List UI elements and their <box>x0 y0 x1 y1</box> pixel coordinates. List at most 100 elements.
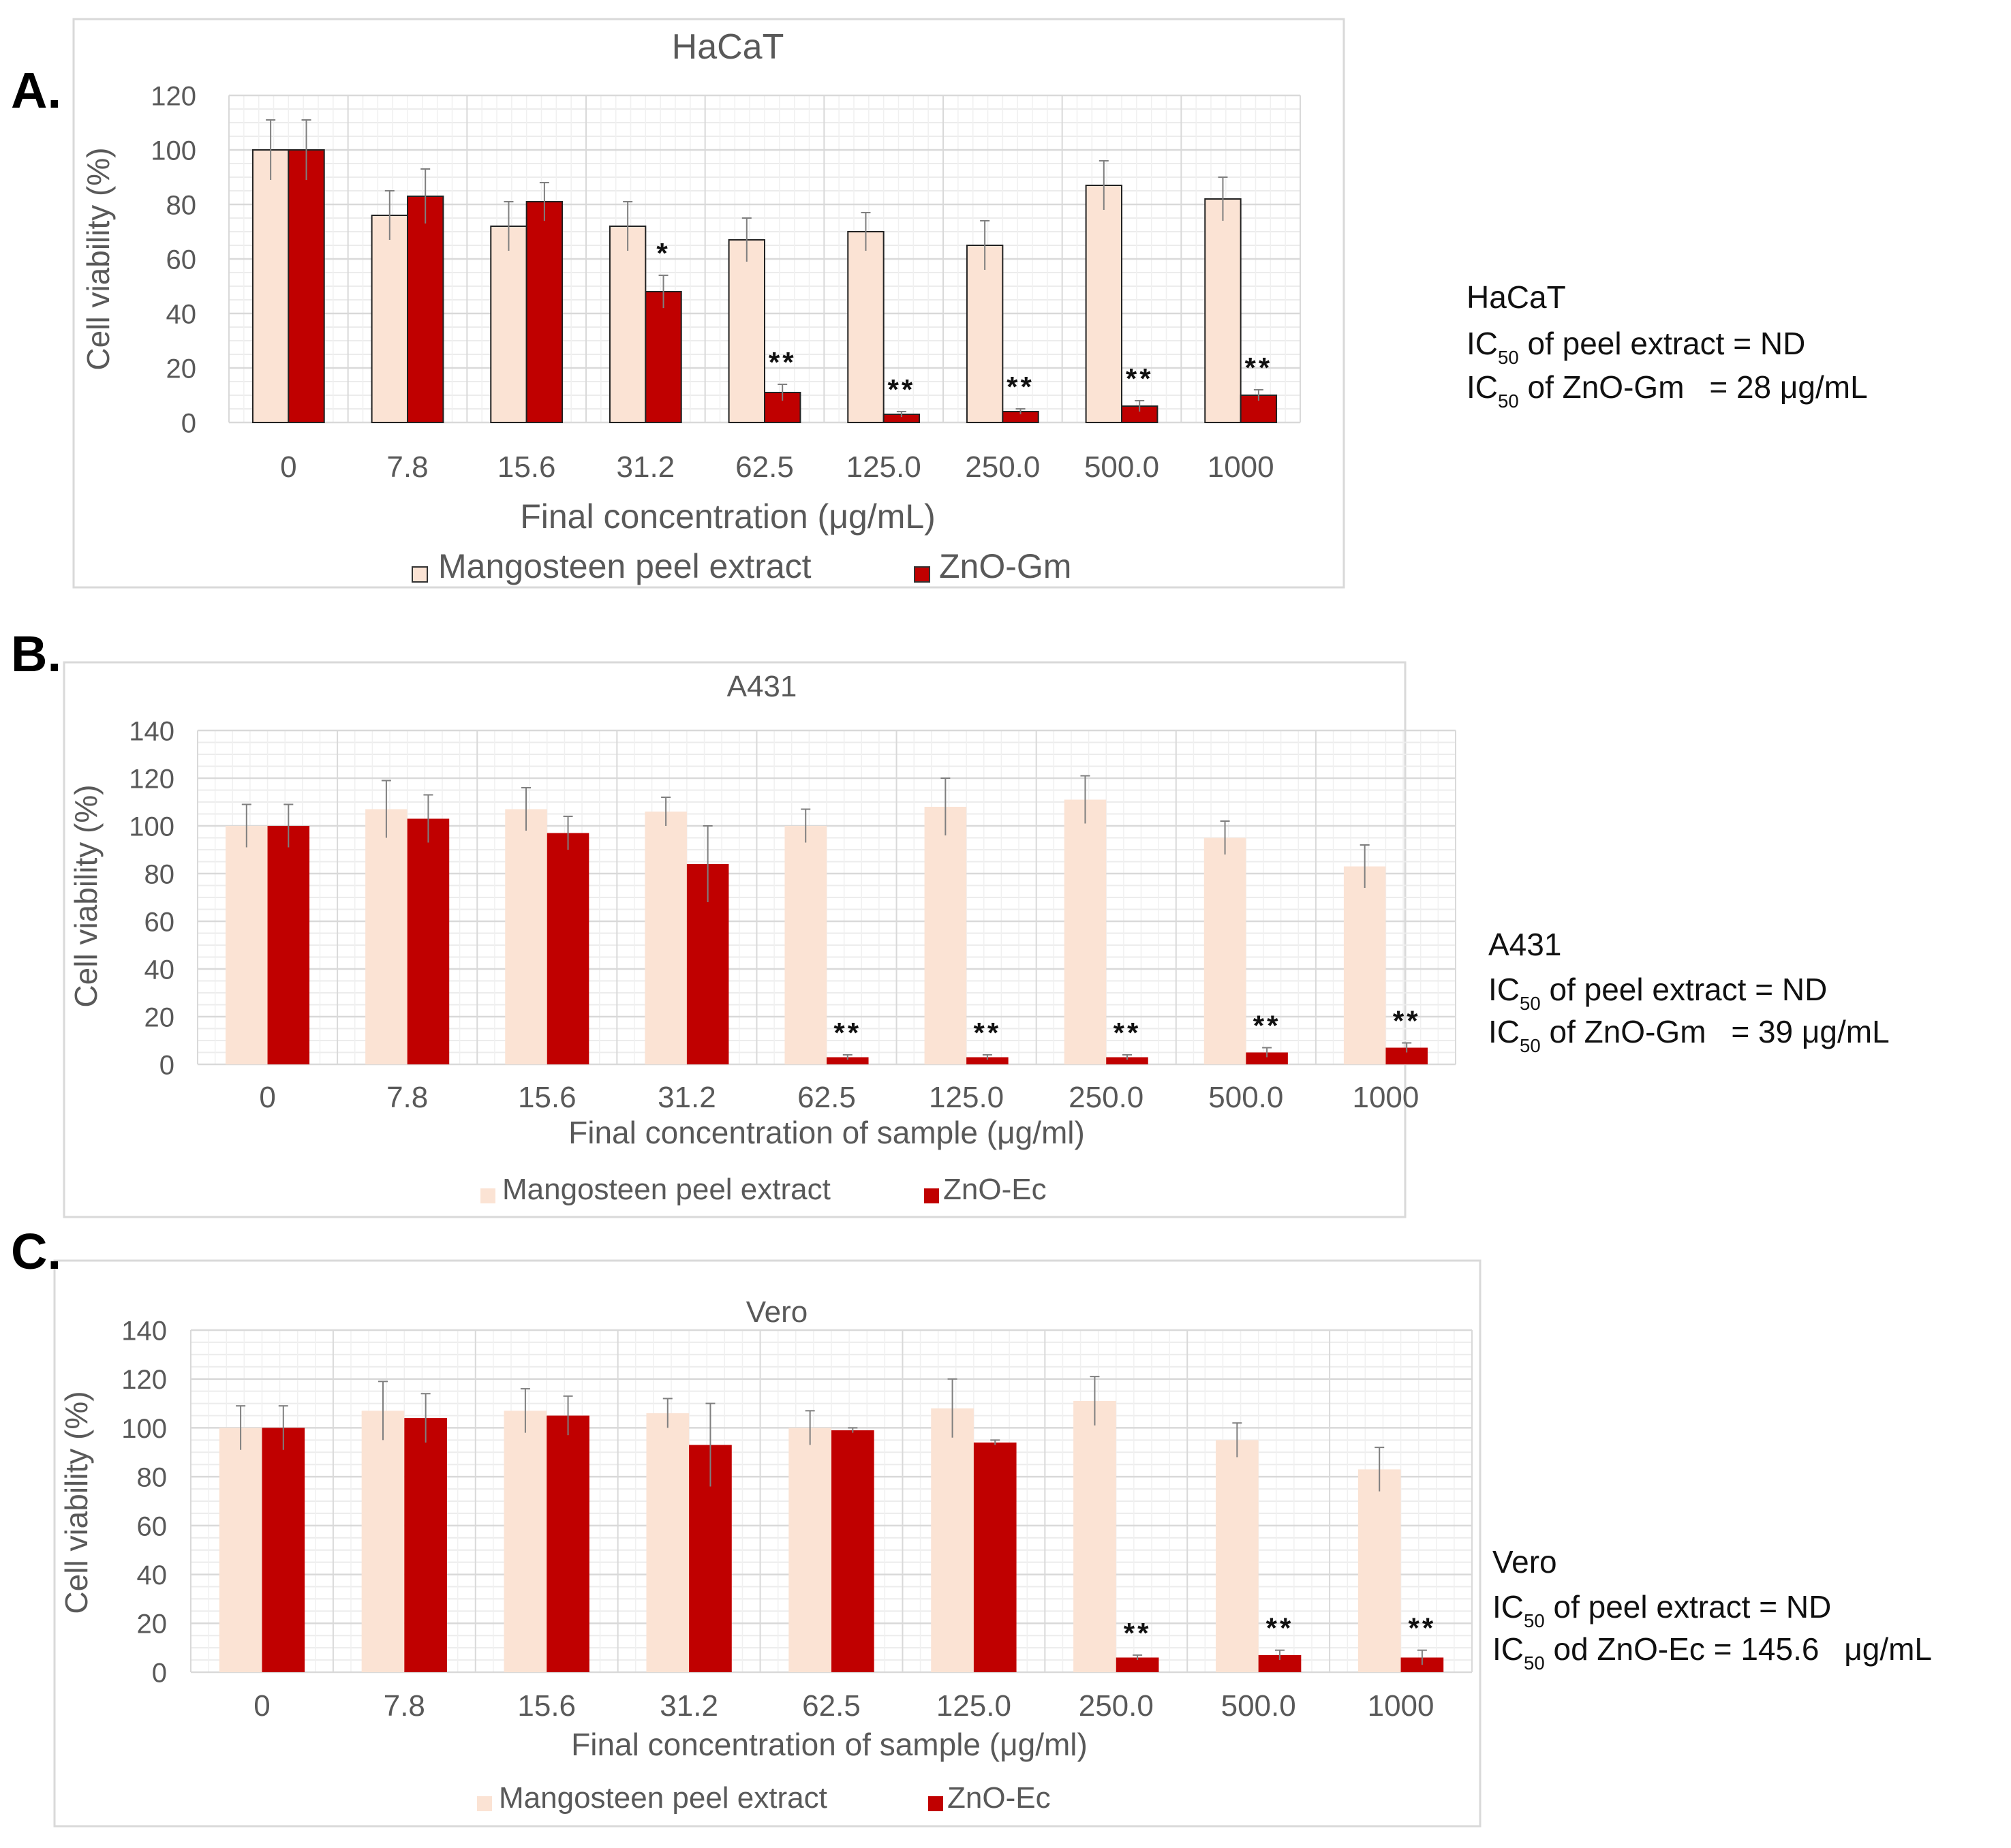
ic50-label: IC <box>1488 972 1520 1007</box>
significance-marker: * <box>656 237 670 269</box>
panel-label: A. <box>11 62 61 119</box>
bar-mangosteen-peel-extract-250.0 <box>1073 1400 1116 1672</box>
x-tick-label: 7.8 <box>386 1081 428 1114</box>
y-axis-label: Cell viability (%) <box>59 1391 94 1614</box>
bar-mangosteen-peel-extract-7.8 <box>361 1411 405 1672</box>
bar-mangosteen-peel-extract-1000 <box>1204 198 1242 423</box>
bar-mangosteen-peel-extract-31.2 <box>609 226 647 423</box>
x-tick-label: 125.0 <box>936 1689 1011 1723</box>
significance-marker: ** <box>974 1017 1002 1049</box>
x-tick-label: 1000 <box>1352 1081 1419 1114</box>
ic50-label: IC <box>1488 1014 1520 1049</box>
bar-mangosteen-peel-extract-31.2 <box>646 1413 690 1672</box>
ic50-subscript: 50 <box>1498 390 1519 412</box>
bar-zno-ec-7.8 <box>404 1418 447 1672</box>
note-ic50-line-1: IC50 of peel extract = ND <box>1488 972 1827 1014</box>
chart-frame <box>63 661 1407 1218</box>
y-tick-label: 120 <box>129 764 174 794</box>
ic50-text: of peel extract = ND <box>1519 326 1806 361</box>
bar-mangosteen-peel-extract-500.0 <box>1216 1440 1259 1672</box>
y-tick-label: 120 <box>121 1365 167 1395</box>
x-tick-label: 125.0 <box>846 450 921 484</box>
legend-swatch-zno <box>914 566 930 583</box>
bar-zno-gm-7.8 <box>407 196 444 423</box>
y-tick-label: 0 <box>181 408 196 438</box>
bar-mangosteen-peel-extract-0 <box>219 1428 262 1672</box>
legend-swatch-zno <box>924 1188 939 1203</box>
ic50-value: μg/mL <box>1844 1631 1932 1667</box>
x-tick-label: 15.6 <box>497 450 556 484</box>
significance-marker: ** <box>1124 1617 1152 1649</box>
legend-label-extract: Mangosteen peel extract <box>499 1781 827 1815</box>
ic50-subscript: 50 <box>1520 993 1541 1014</box>
bar-zno-ec-0 <box>267 826 310 1064</box>
y-tick-label: 120 <box>151 81 196 111</box>
significance-marker: ** <box>1266 1612 1294 1644</box>
y-tick-label: 20 <box>166 354 197 384</box>
y-tick-label: 140 <box>129 716 174 746</box>
note-ic50-line-1: IC50 of peel extract = ND <box>1492 1589 1831 1631</box>
panel-vero: 0 20 40 60 80 100 120 140 0 7.8 15.6 31.2 62.5 125.0 *… <box>11 1223 1932 1828</box>
y-tick-label: 0 <box>152 1658 167 1688</box>
bar-mangosteen-peel-extract-15.6 <box>490 226 527 423</box>
y-tick-label: 100 <box>151 136 196 166</box>
x-tick-label: 62.5 <box>735 450 794 484</box>
bar-zno-ec-62.5 <box>831 1430 874 1672</box>
y-tick-label: 100 <box>129 812 174 842</box>
panel-hacat: 0 20 40 60 80 100 120 0 7.8 15.6 * 31.2 ** 62.5 ** 125.… <box>11 18 1868 589</box>
legend-swatch-extract <box>480 1188 495 1203</box>
y-tick-label: 20 <box>137 1610 168 1639</box>
x-tick-label: 7.8 <box>386 450 428 484</box>
ic50-subscript: 50 <box>1524 1652 1545 1674</box>
x-axis-label: Final concentration (μg/mL) <box>520 497 936 536</box>
bar-mangosteen-peel-extract-125.0 <box>931 1408 974 1672</box>
legend: Mangosteen peel extract ZnO-Ec <box>480 1173 1047 1206</box>
significance-marker: ** <box>1253 1010 1281 1042</box>
significance-marker: ** <box>1126 363 1154 395</box>
bar-mangosteen-peel-extract-1000 <box>1343 866 1386 1064</box>
ic50-subscript: 50 <box>1520 1035 1541 1056</box>
x-tick-label: 250.0 <box>965 450 1040 484</box>
bar-zno-ec-500.0 <box>1246 1052 1288 1064</box>
bar-zno-ec-125.0 <box>966 1057 1009 1064</box>
bar-mangosteen-peel-extract-1000 <box>1357 1469 1401 1672</box>
note-ic50-line-2: IC50 od ZnO-Ec = 145.6 μg/mL <box>1492 1631 1932 1674</box>
legend-label-zno: ZnO-Gm <box>939 547 1071 585</box>
ic50-subscript: 50 <box>1498 347 1519 368</box>
y-tick-label: 40 <box>137 1560 168 1590</box>
y-tick-label: 100 <box>121 1414 167 1444</box>
ic50-text: of peel extract = ND <box>1541 972 1828 1007</box>
panel-label: B. <box>11 626 61 682</box>
bar-mangosteen-peel-extract-250.0 <box>966 245 1004 423</box>
note-cell-line: A431 <box>1488 927 1561 962</box>
significance-marker: ** <box>1393 1005 1421 1037</box>
bar-mangosteen-peel-extract-500.0 <box>1203 837 1246 1064</box>
panel-a431: 0 20 40 60 80 100 120 140 0 7.8 15.6 31.2 ** 62.5 ** 12… <box>11 626 1890 1218</box>
bar-mangosteen-peel-extract-62.5 <box>728 239 765 423</box>
significance-marker: ** <box>833 1017 861 1049</box>
ic50-subscript: 50 <box>1524 1610 1545 1631</box>
ic50-value: = 28 μg/mL <box>1709 369 1867 405</box>
note-ic50-line-2: IC50 of ZnO-Gm = 39 μg/mL <box>1488 1014 1890 1056</box>
y-axis-label: Cell viability (%) <box>80 147 116 370</box>
bar-mangosteen-peel-extract-0 <box>251 149 290 423</box>
bar-mangosteen-peel-extract-250.0 <box>1064 799 1107 1064</box>
bar-zno-ec-0 <box>262 1428 305 1672</box>
bar-zno-gm-31.2 <box>645 291 682 423</box>
legend-label-extract: Mangosteen peel extract <box>502 1173 831 1206</box>
x-tick-label: 0 <box>280 450 296 484</box>
ic50-value: = 39 μg/mL <box>1731 1014 1889 1049</box>
ic50-text: od ZnO-Ec = 145.6 <box>1545 1631 1820 1667</box>
bar-mangosteen-peel-extract-62.5 <box>784 826 827 1064</box>
x-tick-label: 7.8 <box>384 1689 425 1723</box>
ic50-text: of ZnO-Gm <box>1519 369 1685 405</box>
y-tick-label: 60 <box>144 907 175 937</box>
x-tick-label: 500.0 <box>1208 1081 1283 1114</box>
legend: Mangosteen peel extract ZnO-Ec <box>477 1781 1051 1815</box>
bar-mangosteen-peel-extract-0 <box>226 826 268 1064</box>
x-axis-label: Final concentration of sample (μg/ml) <box>568 1115 1085 1150</box>
chart-frame <box>72 18 1345 589</box>
x-tick-label: 31.2 <box>658 1081 716 1114</box>
